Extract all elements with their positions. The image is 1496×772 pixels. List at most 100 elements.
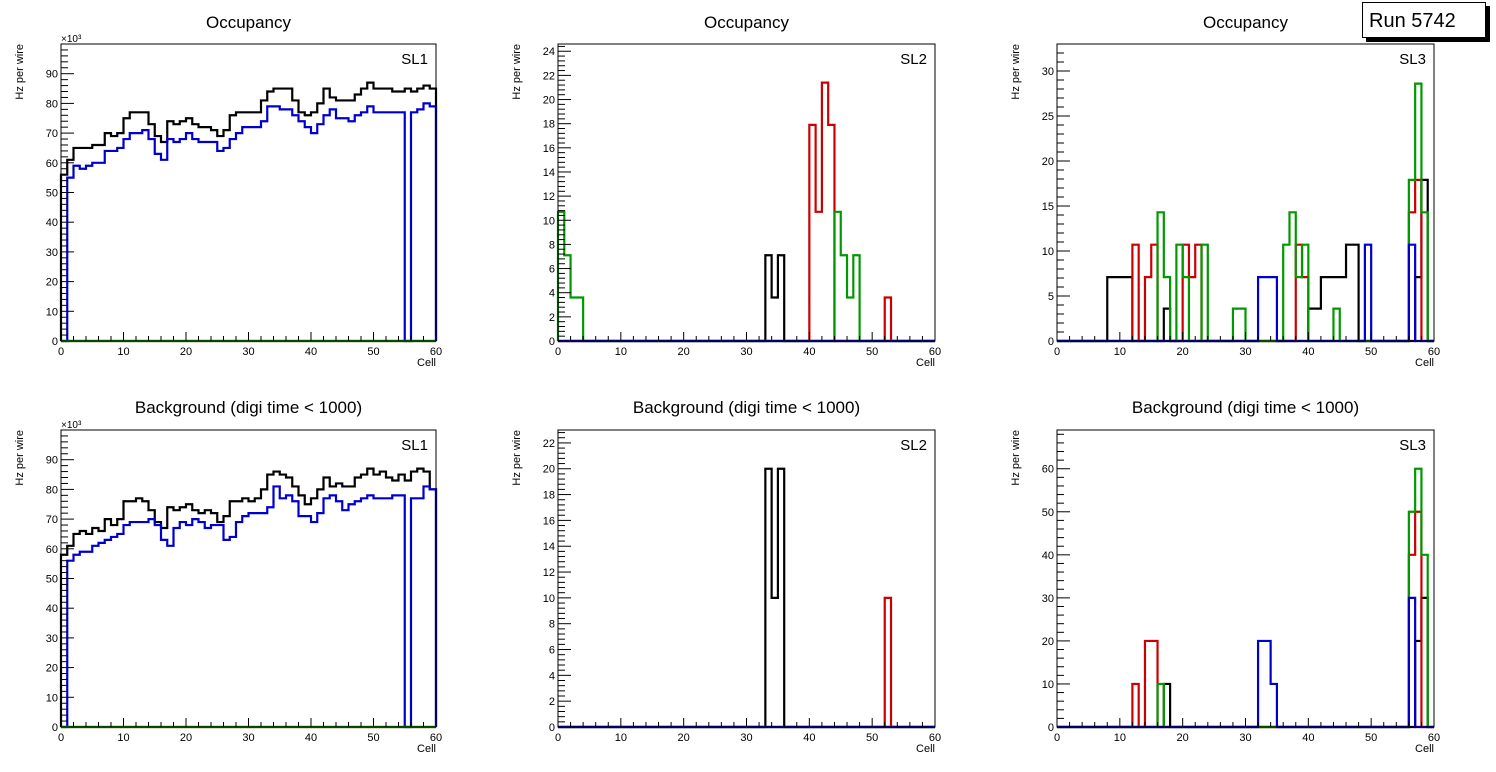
y-tick-label: 24	[543, 46, 555, 58]
x-tick-label: 50	[1365, 732, 1377, 744]
x-tick-label: 40	[1302, 732, 1314, 744]
y-tick-label: 16	[543, 143, 555, 155]
y-tick-label: 20	[543, 95, 555, 107]
x-axis-label: Cell	[916, 357, 935, 369]
x-tick-label: 10	[1114, 732, 1126, 744]
panel-title: Background (digi time < 1000)	[633, 398, 860, 417]
y-tick-label: 0	[549, 722, 555, 734]
x-tick-label: 10	[117, 346, 129, 358]
y-tick-label: 50	[46, 188, 58, 200]
y-axis-label: Hz per wire	[14, 430, 26, 486]
y-tick-label: 10	[46, 692, 58, 704]
series-black	[59, 81, 438, 341]
x-tick-label: 60	[1428, 732, 1440, 744]
run-number-label: Run 5742	[1362, 2, 1486, 38]
y-tick-label: 90	[46, 69, 58, 81]
x-axis-label: Cell	[916, 743, 935, 755]
y-tick-label: 50	[1042, 507, 1054, 519]
x-tick-label: 50	[367, 732, 379, 744]
x-tick-label: 10	[615, 732, 627, 744]
x-tick-label: 60	[929, 346, 941, 358]
y-tick-label: 20	[1042, 636, 1054, 648]
x-tick-label: 40	[803, 346, 815, 358]
x-tick-label: 20	[1177, 732, 1189, 744]
x-tick-label: 40	[305, 732, 317, 744]
series-black	[558, 254, 935, 343]
y-tick-label: 10	[46, 306, 58, 318]
x-tick-label: 0	[58, 346, 64, 358]
x-tick-label: 0	[1054, 346, 1060, 358]
x-tick-label: 0	[555, 346, 561, 358]
panel-title: Occupancy	[206, 13, 292, 32]
histogram-panel: Background (digi time < 1000)0 10 20 30 40 50…	[511, 398, 941, 755]
x-tick-label: 10	[1114, 346, 1126, 358]
panel-label: SL2	[900, 437, 927, 454]
series-blue	[61, 485, 438, 729]
x-tick-label: 0	[58, 732, 64, 744]
y-tick-label: 80	[46, 484, 58, 496]
y-tick-label: 0	[52, 722, 58, 734]
y-tick-label: 10	[1042, 679, 1054, 691]
y-tick-label: 14	[543, 541, 555, 553]
x-tick-label: 40	[803, 732, 815, 744]
y-tick-label: 30	[46, 247, 58, 259]
x-tick-label: 20	[678, 346, 690, 358]
y-tick-label: 60	[46, 158, 58, 170]
y-tick-label: 80	[46, 98, 58, 110]
x-tick-label: 30	[740, 346, 752, 358]
y-axis-label: Hz per wire	[1010, 44, 1022, 100]
y-tick-label: 70	[46, 128, 58, 140]
y-axis-label: Hz per wire	[511, 430, 523, 486]
panel-title: Occupancy	[704, 13, 790, 32]
plot-frame	[1056, 429, 1435, 728]
x-tick-label: 60	[1428, 346, 1440, 358]
y-tick-label: 14	[543, 167, 555, 179]
x-tick-label: 40	[1302, 346, 1314, 358]
panel-title: Occupancy	[1203, 13, 1289, 32]
y-exponent-label: ×10³	[61, 420, 82, 431]
y-tick-label: 6	[549, 645, 555, 657]
x-axis-label: Cell	[1415, 743, 1434, 755]
panel-label: SL3	[1399, 51, 1426, 68]
x-tick-label: 20	[180, 732, 192, 744]
x-tick-label: 30	[1239, 732, 1251, 744]
y-tick-label: 0	[1048, 336, 1054, 348]
x-tick-label: 0	[1054, 732, 1060, 744]
y-axis-label: Hz per wire	[14, 44, 26, 100]
x-tick-label: 50	[866, 732, 878, 744]
x-tick-label: 0	[555, 732, 561, 744]
series-black	[59, 467, 438, 727]
series-black	[558, 467, 935, 729]
x-tick-label: 40	[305, 346, 317, 358]
panel-title: Background (digi time < 1000)	[135, 398, 362, 417]
y-tick-label: 12	[543, 567, 555, 579]
plot-frame	[557, 429, 936, 728]
y-exponent-label: ×10³	[61, 34, 82, 45]
y-tick-label: 22	[543, 70, 555, 82]
y-tick-label: 60	[46, 544, 58, 556]
x-tick-label: 30	[242, 732, 254, 744]
y-tick-label: 20	[46, 277, 58, 289]
plot-frame	[1056, 43, 1435, 342]
y-tick-label: 20	[46, 663, 58, 675]
y-tick-label: 2	[549, 312, 555, 324]
x-tick-label: 30	[740, 732, 752, 744]
y-tick-label: 15	[1042, 201, 1054, 213]
plot-frame	[557, 43, 936, 342]
x-tick-label: 30	[1239, 346, 1251, 358]
y-tick-label: 25	[1042, 111, 1054, 123]
series-red	[1057, 510, 1434, 729]
series-blue	[1057, 596, 1434, 729]
x-tick-label: 60	[430, 732, 442, 744]
x-tick-label: 30	[242, 346, 254, 358]
histogram-panel: Background (digi time < 1000) 0 10 20 30 40 50…	[14, 398, 442, 755]
y-tick-label: 40	[46, 217, 58, 229]
y-tick-label: 40	[1042, 550, 1054, 562]
y-tick-label: 18	[543, 490, 555, 502]
y-tick-label: 10	[543, 215, 555, 227]
y-tick-label: 4	[549, 288, 555, 300]
x-axis-label: Cell	[1415, 357, 1434, 369]
